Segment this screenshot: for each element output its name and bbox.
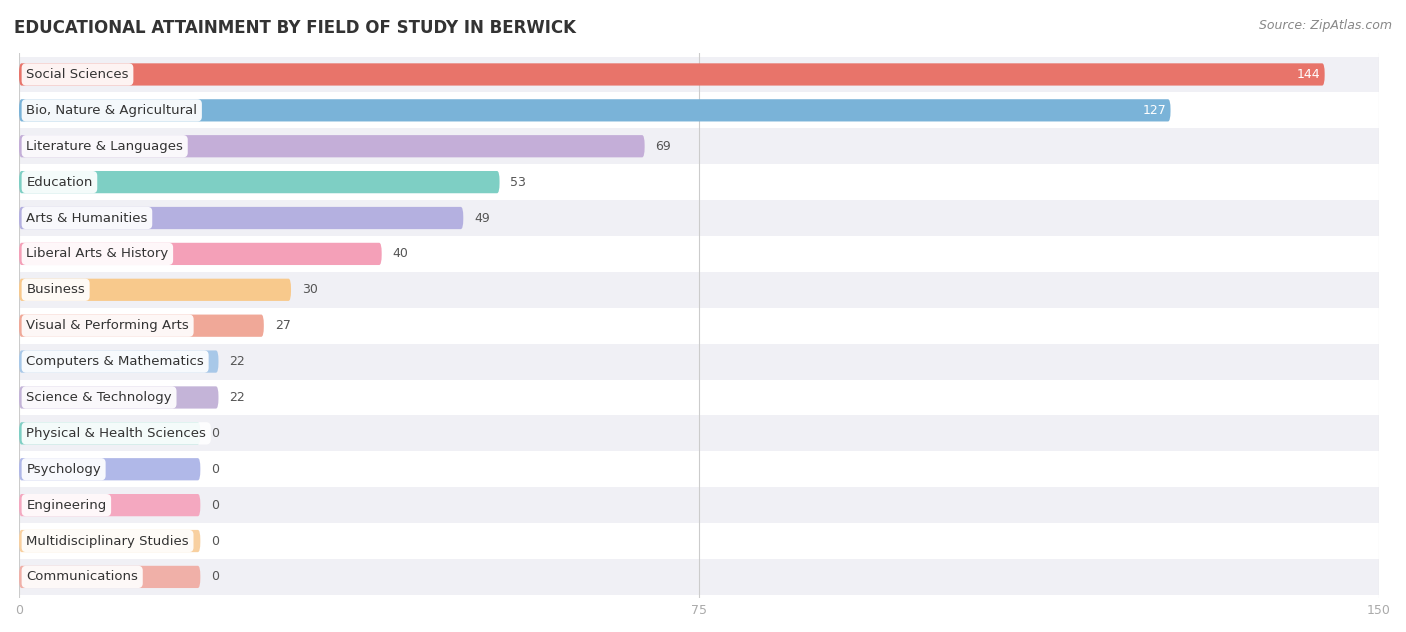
Bar	[0, 487, 1406, 523]
Text: 0: 0	[211, 499, 219, 512]
FancyBboxPatch shape	[20, 63, 1324, 85]
Text: Social Sciences: Social Sciences	[27, 68, 129, 81]
Text: Psychology: Psychology	[27, 463, 101, 476]
Text: 144: 144	[1296, 68, 1320, 81]
FancyBboxPatch shape	[20, 135, 644, 157]
FancyBboxPatch shape	[20, 458, 200, 480]
Text: 53: 53	[510, 176, 526, 188]
Text: Computers & Mathematics: Computers & Mathematics	[27, 355, 204, 368]
Text: Visual & Performing Arts: Visual & Performing Arts	[27, 319, 188, 332]
Text: 127: 127	[1142, 104, 1166, 117]
Bar	[0, 164, 1406, 200]
Text: Communications: Communications	[27, 571, 138, 583]
Text: 0: 0	[211, 427, 219, 440]
Text: 0: 0	[211, 463, 219, 476]
Bar	[0, 380, 1406, 415]
Bar	[0, 128, 1406, 164]
Bar	[0, 344, 1406, 380]
Text: 22: 22	[229, 355, 245, 368]
FancyBboxPatch shape	[20, 494, 200, 516]
Text: Multidisciplinary Studies: Multidisciplinary Studies	[27, 535, 188, 547]
FancyBboxPatch shape	[20, 279, 291, 301]
Text: 30: 30	[302, 283, 318, 296]
Text: Business: Business	[27, 283, 84, 296]
FancyBboxPatch shape	[20, 171, 499, 193]
Bar	[0, 272, 1406, 308]
FancyBboxPatch shape	[20, 386, 218, 408]
Bar	[0, 200, 1406, 236]
Bar	[0, 451, 1406, 487]
Text: 0: 0	[211, 535, 219, 547]
FancyBboxPatch shape	[20, 351, 218, 373]
Bar	[0, 56, 1406, 92]
FancyBboxPatch shape	[20, 315, 264, 337]
Text: Literature & Languages: Literature & Languages	[27, 140, 183, 153]
FancyBboxPatch shape	[20, 530, 200, 552]
Text: 22: 22	[229, 391, 245, 404]
Text: Education: Education	[27, 176, 93, 188]
Text: Arts & Humanities: Arts & Humanities	[27, 212, 148, 224]
FancyBboxPatch shape	[20, 566, 200, 588]
Bar	[0, 559, 1406, 595]
Bar	[0, 415, 1406, 451]
FancyBboxPatch shape	[20, 207, 464, 229]
Text: 49: 49	[474, 212, 489, 224]
Text: 27: 27	[274, 319, 291, 332]
FancyBboxPatch shape	[20, 243, 381, 265]
FancyBboxPatch shape	[20, 422, 200, 444]
Bar	[0, 236, 1406, 272]
Text: 0: 0	[211, 571, 219, 583]
Bar	[0, 92, 1406, 128]
Text: Source: ZipAtlas.com: Source: ZipAtlas.com	[1258, 19, 1392, 32]
Text: 69: 69	[655, 140, 671, 153]
Bar	[0, 308, 1406, 344]
Text: Engineering: Engineering	[27, 499, 107, 512]
Text: EDUCATIONAL ATTAINMENT BY FIELD OF STUDY IN BERWICK: EDUCATIONAL ATTAINMENT BY FIELD OF STUDY…	[14, 19, 576, 37]
Text: Bio, Nature & Agricultural: Bio, Nature & Agricultural	[27, 104, 197, 117]
Text: Physical & Health Sciences: Physical & Health Sciences	[27, 427, 207, 440]
Text: 40: 40	[392, 247, 408, 260]
FancyBboxPatch shape	[20, 99, 1171, 121]
Text: Science & Technology: Science & Technology	[27, 391, 172, 404]
Bar	[0, 523, 1406, 559]
Text: Liberal Arts & History: Liberal Arts & History	[27, 247, 169, 260]
